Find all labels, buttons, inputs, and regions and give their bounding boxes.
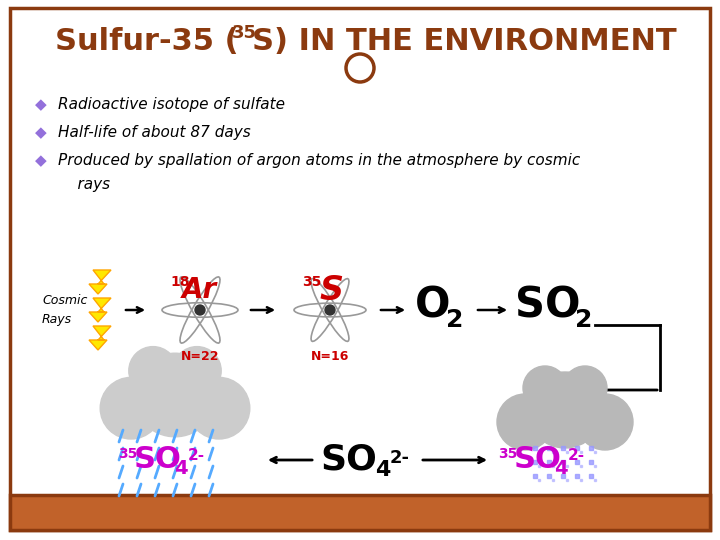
Text: SO: SO xyxy=(514,446,562,475)
Circle shape xyxy=(195,305,205,315)
Polygon shape xyxy=(89,326,111,350)
Text: Radioactive isotope of sulfate: Radioactive isotope of sulfate xyxy=(58,98,285,112)
Text: rays: rays xyxy=(58,178,110,192)
Text: 4: 4 xyxy=(174,458,188,477)
Circle shape xyxy=(577,394,633,450)
Text: SO: SO xyxy=(134,446,182,475)
Text: 35: 35 xyxy=(498,447,518,461)
Text: Half-life of about 87 days: Half-life of about 87 days xyxy=(58,125,251,140)
Text: N=16: N=16 xyxy=(311,349,349,362)
Polygon shape xyxy=(89,270,111,294)
Text: 35: 35 xyxy=(232,24,257,42)
Circle shape xyxy=(527,372,603,448)
Text: 2: 2 xyxy=(446,308,464,332)
Circle shape xyxy=(188,377,250,439)
Text: 2-: 2- xyxy=(568,449,585,463)
Polygon shape xyxy=(89,298,111,322)
Text: Cosmic: Cosmic xyxy=(42,294,87,307)
Text: Ar: Ar xyxy=(182,276,217,304)
Text: ◆: ◆ xyxy=(35,98,47,112)
Text: N=22: N=22 xyxy=(181,349,220,362)
Circle shape xyxy=(563,366,607,410)
Text: O: O xyxy=(415,285,451,327)
Circle shape xyxy=(497,394,553,450)
Text: 35: 35 xyxy=(118,447,138,461)
Circle shape xyxy=(325,305,335,315)
Text: 4: 4 xyxy=(554,458,567,477)
FancyBboxPatch shape xyxy=(10,8,710,530)
Circle shape xyxy=(523,366,567,410)
Text: 4: 4 xyxy=(375,460,390,480)
Circle shape xyxy=(100,377,162,439)
Text: Rays: Rays xyxy=(42,314,72,327)
Text: Produced by spallation of argon atoms in the atmosphere by cosmic: Produced by spallation of argon atoms in… xyxy=(58,153,580,168)
Text: SO: SO xyxy=(515,285,580,327)
Text: 35: 35 xyxy=(302,275,321,289)
Bar xyxy=(10,495,710,530)
Text: SO: SO xyxy=(320,443,377,477)
Text: Sulfur-35 (: Sulfur-35 ( xyxy=(55,28,238,57)
Text: ◆: ◆ xyxy=(35,125,47,140)
Text: S: S xyxy=(320,273,344,307)
Text: 2-: 2- xyxy=(390,449,410,467)
Circle shape xyxy=(173,347,221,395)
Text: ◆: ◆ xyxy=(35,153,47,168)
Circle shape xyxy=(133,353,217,437)
Text: 2-: 2- xyxy=(188,449,205,463)
Text: 18: 18 xyxy=(170,275,189,289)
Circle shape xyxy=(129,347,177,395)
Text: S) IN THE ENVIRONMENT: S) IN THE ENVIRONMENT xyxy=(252,28,677,57)
Text: 2: 2 xyxy=(575,308,593,332)
